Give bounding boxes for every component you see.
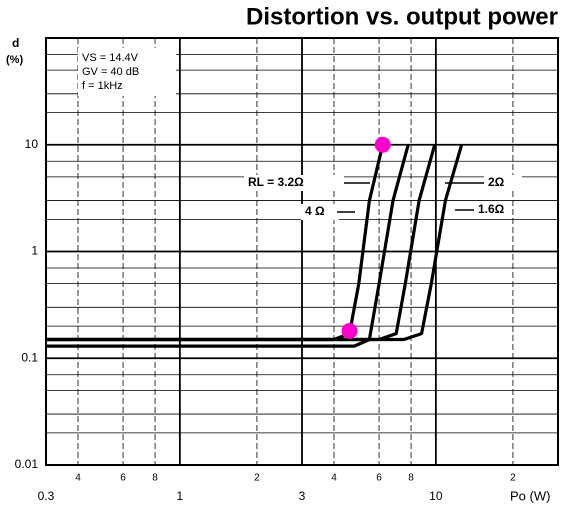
- line: [46, 144, 410, 348]
- label-bg: [301, 204, 339, 220]
- legend-label: 2Ω: [488, 175, 505, 189]
- annotation-box: [78, 48, 176, 96]
- y-tick-label: 0.1: [21, 350, 38, 364]
- legend-label: 4 Ω: [305, 204, 325, 218]
- annotation: VS = 14.4V: [82, 52, 139, 64]
- x-tick-label: 8: [152, 473, 158, 484]
- y-label: (%): [6, 54, 23, 66]
- line: [46, 144, 464, 342]
- x-label: Po (W): [510, 488, 550, 503]
- annotation: f = 1kHz: [82, 80, 123, 92]
- x-tick-label: 2: [254, 473, 260, 484]
- highlight-point: [374, 136, 391, 153]
- x-tick-label: 3: [299, 489, 306, 503]
- x-tick-label: 6: [376, 473, 382, 484]
- y-tick-label: 0.01: [15, 457, 39, 471]
- x-tick-label: 6: [120, 473, 126, 484]
- x-tick-label: 0.3: [38, 489, 55, 503]
- x-tick-label: 2: [510, 473, 516, 484]
- y-label: d: [12, 36, 19, 50]
- x-tick-label: 10: [429, 489, 443, 503]
- legend-label: RL = 3.2Ω: [248, 175, 304, 189]
- x-tick-label: 1: [177, 489, 184, 503]
- y-tick-label: 1: [31, 244, 38, 258]
- x-tick-label: 4: [331, 473, 337, 484]
- highlight-point: [341, 322, 358, 339]
- line: [46, 144, 385, 342]
- x-tick-label: 4: [75, 473, 81, 484]
- y-tick-label: 10: [25, 137, 39, 151]
- label-bg: [474, 202, 512, 218]
- x-tick-label: 8: [408, 473, 414, 484]
- chart-title: Distortion vs. output power: [246, 3, 558, 30]
- label-bg: [484, 175, 522, 191]
- label-bg: [244, 175, 344, 191]
- annotation: GV = 40 dB: [82, 66, 139, 78]
- legend-label: 1.6Ω: [478, 202, 505, 216]
